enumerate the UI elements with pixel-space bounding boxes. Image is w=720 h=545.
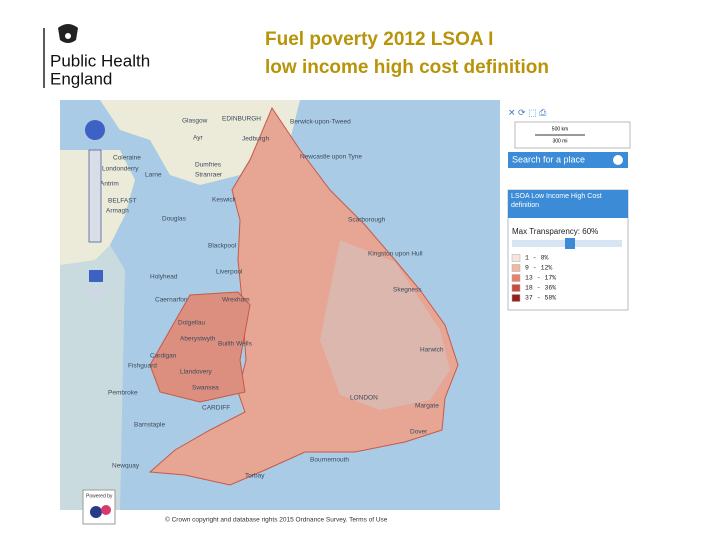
england-east [320, 240, 450, 410]
place-label: LONDON [350, 395, 378, 402]
place-label: Harwich [420, 347, 444, 354]
pan-control[interactable] [85, 120, 105, 140]
place-label: Holyhead [150, 274, 178, 281]
place-label: Cardigan [150, 353, 177, 360]
place-label: EDINBURGH [222, 116, 261, 123]
legend-label: 18 - 36% [525, 285, 556, 292]
place-label: Newcastle upon Tyne [300, 154, 362, 161]
scotland [60, 100, 300, 185]
wales [149, 291, 251, 403]
place-label: Scarborough [348, 217, 386, 224]
layer-header [508, 190, 628, 218]
place-label: BELFAST [108, 198, 137, 205]
search-button[interactable] [613, 155, 623, 165]
place-label: Stranraer [195, 172, 223, 179]
place-label: Jedburgh [242, 136, 269, 143]
place-label: Glasgow [182, 118, 208, 125]
tool-icon[interactable] [89, 270, 103, 282]
side-panel: ✕ ⟳ ⬚ ⎙ 500 km 300 mi Search for a place… [500, 100, 636, 510]
search-placeholder: Search for a place [512, 154, 585, 164]
logo-text: England [50, 69, 112, 88]
place-label: Ayr [193, 135, 203, 142]
place-label: Bournemouth [310, 457, 349, 464]
place-label: Coleraine [113, 155, 141, 162]
legend-swatch [511, 284, 521, 292]
logo-text: Public Health [50, 51, 150, 70]
logo: Public Health England [43, 24, 150, 88]
scale-label: 500 km [552, 126, 568, 132]
attribution: © Crown copyright and database rights 20… [165, 516, 388, 524]
map: Glasgow EDINBURGH Berwick-upon-Tweed Ayr Jed… [60, 100, 500, 510]
slider-handle[interactable] [565, 238, 575, 249]
place-label: Liverpool [216, 269, 243, 276]
transparency-label: Max Transparency: 60% [512, 227, 598, 236]
place-label: Blackpool [208, 243, 237, 250]
legend-swatch [511, 264, 521, 272]
place-label: Skegness [393, 287, 422, 294]
place-label: Pembroke [108, 390, 138, 397]
layer-title: LSOA Low Income High Cost definition [511, 193, 602, 209]
place-label: Keswick [212, 197, 237, 204]
place-label: Douglas [162, 216, 187, 223]
land [60, 150, 125, 510]
place-label: Margate [415, 403, 439, 410]
place-label: Dolgellau [178, 320, 205, 327]
legend: 1 - 8% 9 - 12% 13 - 17% 18 - 36% 37 - 58% [511, 254, 556, 302]
powered-by-logo [90, 506, 102, 518]
place-label: Swansea [192, 385, 219, 392]
place-label: Wrexham [222, 297, 250, 304]
place-label: Dover [410, 429, 428, 436]
place-label: Kingston upon Hull [368, 251, 423, 258]
legend-label: 9 - 12% [525, 265, 552, 272]
zoom-bar[interactable] [88, 149, 102, 243]
title: low income high cost definition [265, 57, 549, 78]
place-label: Londonderry [102, 166, 139, 173]
place-label: Llandovery [180, 369, 213, 376]
panel-icon[interactable]: ✕ ⟳ ⬚ ⎙ [508, 107, 547, 117]
legend-label: 37 - 58% [525, 295, 556, 302]
place-label: Antrim [100, 181, 119, 188]
place-label: Fishguard [128, 363, 157, 370]
place-label: Barnstaple [134, 422, 165, 429]
legend-swatch [511, 274, 521, 282]
scale-label: 300 mi [552, 138, 567, 144]
layer-title-wrap: LSOA Low Income High Cost definition [511, 193, 602, 209]
tool-icon[interactable] [89, 288, 103, 300]
place-label: Dumfries [195, 162, 222, 169]
powered-by: Powered by [86, 493, 113, 499]
place-label: Torbay [245, 473, 265, 480]
place-label: CARDIFF [202, 405, 230, 412]
legend-label: 1 - 8% [525, 255, 549, 262]
title: Fuel poverty 2012 LSOA I [265, 29, 493, 50]
legend-label: 13 - 17% [525, 275, 556, 282]
place-label: Larne [145, 172, 162, 179]
search-box[interactable] [508, 152, 628, 168]
place-label: Builth Wells [218, 341, 253, 348]
map-controls: Powered by [82, 120, 116, 525]
place-label: Aberystwyth [180, 336, 216, 343]
place-label: Newquay [112, 463, 140, 470]
legend-swatch [511, 294, 521, 302]
place-label: Armagh [106, 208, 129, 215]
legend-swatch [511, 254, 521, 262]
place-label: Berwick-upon-Tweed [290, 119, 351, 126]
powered-by-logo [101, 505, 111, 515]
place-label: Caernarfon [155, 297, 188, 304]
